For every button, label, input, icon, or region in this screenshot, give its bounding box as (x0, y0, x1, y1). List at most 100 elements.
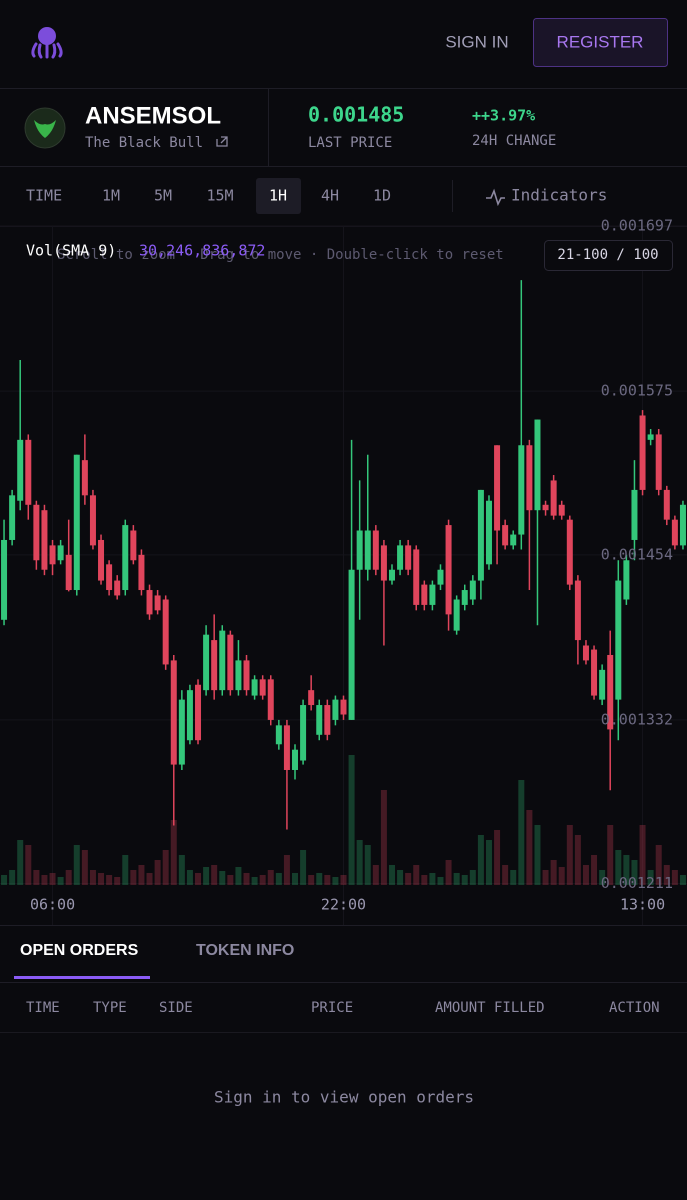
volume-bar (647, 870, 654, 885)
volume-bar (615, 850, 622, 885)
volume-bar (413, 865, 420, 885)
volume-bar (178, 855, 185, 885)
volume-bar (461, 875, 468, 885)
y-tick-label: 0.001697 (601, 217, 673, 235)
external-link-icon[interactable] (216, 136, 228, 147)
candle-body (574, 580, 581, 641)
timeframe-option[interactable]: 1M (102, 187, 120, 205)
volume-bar (227, 875, 234, 885)
candle-body (502, 525, 509, 546)
volume-bar (138, 865, 145, 885)
candle-body (348, 569, 355, 720)
volume-bar (550, 860, 557, 885)
candle-body (364, 530, 371, 570)
candle-body (615, 580, 622, 700)
candle-body (485, 500, 492, 565)
candle-body (283, 725, 290, 770)
candle-body (251, 679, 258, 696)
register-label[interactable]: REGISTER (557, 32, 644, 51)
volume-bar (372, 865, 379, 885)
candle-body (671, 519, 678, 546)
volume-bar (283, 855, 290, 885)
candle-body (332, 699, 339, 720)
candle-body (122, 525, 129, 591)
candle-body (429, 584, 436, 605)
candle-body (275, 725, 282, 745)
candle-body (25, 439, 32, 505)
order-tab[interactable]: TOKEN INFO (196, 942, 294, 959)
volume-bar (631, 860, 638, 885)
volume-bar (292, 873, 299, 885)
volume-bar (300, 850, 307, 885)
timeframe-label: TIME (26, 187, 62, 205)
candle-body (267, 679, 274, 720)
candle-body (340, 699, 347, 715)
volume-bar (332, 877, 339, 885)
candle-body (510, 534, 517, 546)
volume-bar (388, 865, 395, 885)
indicators-button[interactable]: Indicators (511, 186, 607, 205)
candle-body (243, 660, 250, 691)
timeframe-option[interactable]: 1D (373, 187, 391, 205)
register-button[interactable] (533, 18, 668, 67)
candle-body (534, 419, 541, 511)
volume-bar (582, 865, 589, 885)
chart-hint: Scroll to zoom · Drag to move · Double-c… (57, 247, 504, 263)
candle-body (461, 590, 468, 605)
volume-bar (275, 873, 282, 885)
volume-bar (510, 870, 517, 885)
order-tab[interactable]: OPEN ORDERS (20, 942, 139, 959)
candle-body (130, 530, 137, 561)
y-tick-label: 0.001332 (601, 710, 673, 728)
candle-body (211, 640, 218, 691)
volume-bar (671, 870, 678, 885)
volume-bar (235, 867, 242, 885)
candle-body (663, 489, 670, 520)
volume-bar (308, 875, 315, 885)
volume-label: Vol(SMA 9) (26, 242, 116, 260)
price-change: ++3.97% (472, 107, 535, 125)
y-tick-label: 0.001211 (601, 874, 673, 892)
candle-body (73, 454, 80, 591)
volume-bar (655, 845, 662, 885)
timeframe-option[interactable]: 4H (321, 187, 339, 205)
volume-bar (663, 865, 670, 885)
timeframe-option[interactable]: 5M (154, 187, 172, 205)
volume-bar (429, 873, 436, 885)
candle-body (566, 519, 573, 585)
volume-bar (122, 855, 129, 885)
volume-bar (485, 840, 492, 885)
timeframe-option[interactable]: 1H (269, 187, 287, 205)
candle-body (308, 690, 315, 706)
volume-bar (57, 877, 64, 885)
candle-body (372, 530, 379, 570)
indicators-icon[interactable] (486, 188, 505, 207)
candle-body (405, 545, 412, 570)
column-header: PRICE (311, 1000, 353, 1016)
candle-body (599, 669, 606, 700)
candle-body (9, 495, 16, 540)
volume-bar (558, 867, 565, 885)
volume-bar (397, 870, 404, 885)
candle-body (445, 525, 452, 615)
volume-bar (259, 875, 266, 885)
volume-bar (591, 855, 598, 885)
volume-bar (9, 870, 16, 885)
x-tick-label: 13:00 (620, 896, 665, 914)
candle-body (292, 749, 299, 770)
candle-body (623, 560, 630, 600)
range-label: 21-100 / 100 (557, 247, 658, 263)
candle-body (518, 445, 525, 535)
logo[interactable] (31, 27, 63, 59)
candle-body (388, 569, 395, 581)
volume-bar (186, 870, 193, 885)
candle-body (235, 660, 242, 691)
column-header: AMOUNT FILLED (435, 1000, 545, 1016)
volume-bar (502, 865, 509, 885)
timeframe-option[interactable]: 15M (206, 187, 233, 205)
candle-body (170, 660, 177, 765)
volume-bar (251, 877, 258, 885)
volume-sma-value: 30,246,836,872 (139, 242, 265, 260)
sign-in-button[interactable]: SIGN IN (445, 32, 508, 51)
range-box (544, 240, 673, 271)
